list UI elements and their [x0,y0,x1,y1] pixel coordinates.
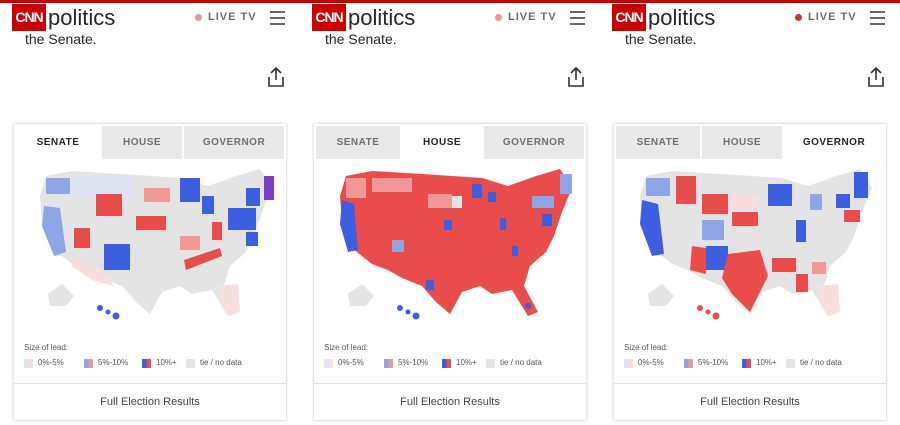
brand-bar [300,0,600,3]
brand-bar [0,0,300,3]
legend-label-5-10: 5%-10% [698,358,729,367]
panel-house: CNN politics LIVE TV the Senate. SENATE … [300,0,600,425]
hamburger-menu-icon[interactable] [870,11,885,25]
tab-governor[interactable]: GOVERNOR [784,126,884,159]
full-results-link[interactable]: Full Election Results [700,396,800,408]
legend-swatch-10-plus [142,359,151,368]
legend-label-10-plus: 10%+ [456,358,477,367]
legend-title: Size of lead: [24,343,69,352]
section-title[interactable]: politics [48,5,116,30]
results-card: SENATE HOUSE GOVERNOR [614,124,886,420]
legend-swatch-10-plus [742,359,751,368]
divider [314,383,586,384]
live-tv-link[interactable]: LIVE TV [208,11,257,23]
legend-swatch-tie [786,359,795,368]
section-title[interactable]: politics [648,5,716,30]
legend-swatch-0-5 [324,359,333,368]
full-results-link[interactable]: Full Election Results [100,396,200,408]
live-dot-icon [495,14,502,21]
tab-governor[interactable]: GOVERNOR [484,126,584,159]
site-header: CNN politics LIVE TV [300,3,600,33]
us-results-map[interactable] [332,166,578,336]
results-card: SENATE HOUSE GOVERNOR [14,124,286,420]
intro-text: the Senate. [25,31,97,47]
legend: 0%-5% 5%-10% 10%+ tie / no data [24,357,284,371]
intro-text: the Senate. [325,31,397,47]
legend-swatch-10-plus [442,359,451,368]
legend-label-0-5: 0%-5% [338,358,364,367]
us-results-map[interactable] [32,166,278,336]
legend-title: Size of lead: [624,343,669,352]
live-tv-link[interactable]: LIVE TV [508,11,557,23]
results-card: SENATE HOUSE GOVERNOR Size of [314,124,586,420]
cnn-logo[interactable]: CNN [612,4,646,31]
legend-label-0-5: 0%-5% [38,358,64,367]
legend-swatch-5-10 [84,359,93,368]
full-results-link[interactable]: Full Election Results [400,396,500,408]
panel-senate: CNN politics LIVE TV the Senate. SENATE … [0,0,300,425]
legend-label-5-10: 5%-10% [398,358,429,367]
tab-house[interactable]: HOUSE [702,126,782,159]
legend-swatch-0-5 [24,359,33,368]
brand-bar [600,0,900,3]
divider [614,383,886,384]
legend: 0%-5% 5%-10% 10%+ tie / no data [324,357,584,371]
cnn-logo[interactable]: CNN [312,4,346,31]
legend-label-tie: tie / no data [800,358,842,367]
legend-swatch-tie [186,359,195,368]
legend-swatch-tie [486,359,495,368]
legend-label-0-5: 0%-5% [638,358,664,367]
legend-swatch-0-5 [624,359,633,368]
live-dot-icon [195,14,202,21]
hamburger-menu-icon[interactable] [270,11,285,25]
us-results-map[interactable] [632,166,878,336]
legend-label-tie: tie / no data [500,358,542,367]
site-header: CNN politics LIVE TV [600,3,900,33]
race-tabs: SENATE HOUSE GOVERNOR [314,124,586,160]
share-icon[interactable] [866,66,886,88]
legend: 0%-5% 5%-10% 10%+ tie / no data [624,357,884,371]
cnn-logo[interactable]: CNN [12,4,46,31]
tab-house[interactable]: HOUSE [102,126,182,159]
race-tabs: SENATE HOUSE GOVERNOR [14,124,286,160]
legend-swatch-5-10 [384,359,393,368]
intro-text: the Senate. [625,31,697,47]
divider [14,383,286,384]
live-tv-link[interactable]: LIVE TV [808,11,857,23]
legend-title: Size of lead: [324,343,369,352]
panel-governor: CNN politics LIVE TV the Senate. SENATE … [600,0,900,425]
live-dot-icon [795,14,802,21]
legend-swatch-5-10 [684,359,693,368]
race-tabs: SENATE HOUSE GOVERNOR [614,124,886,160]
legend-label-10-plus: 10%+ [756,358,777,367]
tab-senate[interactable]: SENATE [16,126,100,159]
tab-senate[interactable]: SENATE [316,126,400,159]
share-icon[interactable] [266,66,286,88]
legend-label-tie: tie / no data [200,358,242,367]
section-title[interactable]: politics [348,5,416,30]
legend-label-5-10: 5%-10% [98,358,129,367]
legend-label-10-plus: 10%+ [156,358,177,367]
site-header: CNN politics LIVE TV [0,3,300,33]
tab-house[interactable]: HOUSE [402,126,482,159]
share-icon[interactable] [566,66,586,88]
tab-governor[interactable]: GOVERNOR [184,126,284,159]
tab-senate[interactable]: SENATE [616,126,700,159]
hamburger-menu-icon[interactable] [570,11,585,25]
